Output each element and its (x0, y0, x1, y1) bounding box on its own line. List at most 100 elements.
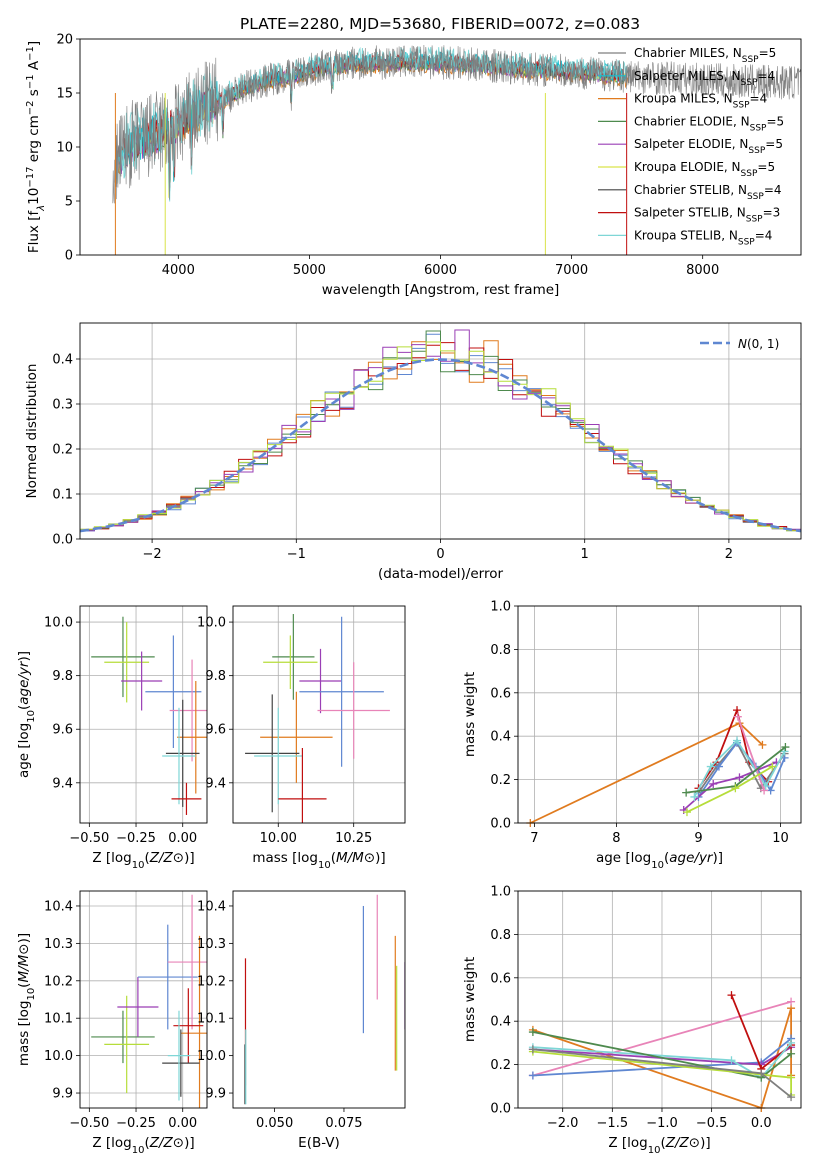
legend-entry: Chabrier STELIB, NSSP=4 (634, 183, 782, 202)
weight-vs-age-panel: 7 8 9 10 0.0 0.2 0.4 0.6 0.8 1.0 age [log10(age/yr… (462, 600, 802, 871)
y-tick-label: 0.2 (490, 1058, 511, 1073)
x-tick-label: 2 (725, 547, 733, 562)
x-tick-label: −0.50 (69, 1116, 109, 1131)
legend-entry: Kroupa ELODIE, NSSP=5 (634, 160, 775, 179)
x-tick-label: 10.00 (260, 831, 297, 846)
y-tick-label: 10 (56, 141, 73, 156)
y-tick-label: 20 (56, 33, 73, 48)
legend-entry: Chabrier MILES, NSSP=5 (634, 46, 776, 65)
mass-weight-marker (714, 762, 723, 771)
x-tick-label: 7 (530, 831, 538, 846)
y-tick-label: 10.4 (197, 899, 226, 914)
x-tick-label: 0.00 (168, 1116, 197, 1131)
y-tick-label: 10.0 (44, 616, 73, 631)
x-tick-label: −1.0 (646, 1116, 678, 1131)
mass-vs-ebv-panel: 0.050 0.075 9.9 10.0 10.1 10.2 10.3 10.4 E(B-V) (197, 890, 406, 1151)
y-axis-label: mass weight (462, 957, 478, 1042)
x-tick-label: −0.25 (116, 1116, 156, 1131)
x-axis-label: Z [log10(Z/Z⊙)] (608, 1135, 710, 1156)
y-tick-label: 0.0 (490, 817, 511, 832)
mass-weight-marker (528, 1028, 537, 1037)
x-axis-label: age [log10(age/yr)] (596, 850, 723, 871)
mass-weight-marker (682, 808, 691, 817)
axes-frame (232, 890, 406, 1109)
y-tick-label: 0.2 (52, 443, 73, 458)
y-tick-label: 0.4 (490, 1015, 511, 1030)
mass-weight-marker (781, 743, 790, 752)
x-tick-label: 8000 (686, 263, 719, 278)
x-tick-label: 9 (694, 831, 702, 846)
mass-weight-marker (727, 991, 736, 1000)
mass-weight-marker (733, 712, 742, 721)
legend-entry: Salpeter STELIB, NSSP=3 (634, 206, 780, 225)
x-tick-label: 8 (612, 831, 620, 846)
mass-weight-line (532, 1000, 792, 1077)
mass-weight-marker (735, 773, 744, 782)
x-tick-label: 0.050 (256, 1116, 293, 1131)
y-tick-label: 0.0 (52, 533, 73, 548)
weight-vs-Z-panel: −2.0 −1.5 −1.0 −0.5 0.0 0.0 0.2 0.4 0.6 0.8 1.0 Z [… (462, 885, 802, 1156)
y-tick-label: 0.4 (52, 353, 73, 368)
y-tick-label: 10.0 (44, 1049, 73, 1064)
y-tick-label: 0.6 (490, 686, 511, 701)
y-tick-label: 9.4 (52, 776, 73, 791)
x-tick-label: 7000 (555, 263, 588, 278)
y-tick-label: 10.2 (44, 974, 73, 989)
x-tick-label: 5000 (293, 263, 326, 278)
y-tick-label: 10.4 (44, 899, 73, 914)
x-tick-label: −0.50 (69, 831, 109, 846)
x-tick-label: 6000 (424, 263, 457, 278)
x-tick-label: −0.25 (116, 831, 156, 846)
y-tick-label: 10.3 (44, 937, 73, 952)
mass-weight-marker (787, 1073, 796, 1082)
legend-entry: Kroupa STELIB, NSSP=4 (634, 228, 772, 247)
mass-weight-marker (528, 1071, 537, 1080)
mass-weight-marker (731, 784, 740, 793)
spectrum-legend: Chabrier MILES, NSSP=5 Salpeter MILES, NS… (598, 46, 784, 247)
x-tick-label: 10.25 (335, 831, 372, 846)
x-tick-label: −1 (287, 547, 306, 562)
y-axis-label: mass weight (462, 672, 478, 757)
axes-frame (79, 38, 802, 256)
y-tick-label: 0.1 (52, 488, 73, 503)
residuals-panel: −2 −1 0 1 2 0.0 0.1 0.2 0.3 0.4 (data-model)/error… (24, 322, 802, 582)
x-axis-label: Z [log10(Z/Z⊙)] (92, 850, 194, 871)
x-tick-label: −2 (143, 547, 162, 562)
x-axis-label: wavelength [Angstrom, rest frame] (322, 282, 560, 298)
y-tick-label: 9.4 (205, 776, 226, 791)
y-tick-label: 5 (65, 195, 73, 210)
y-axis-label: mass [log10(M/M⊙)] (16, 933, 37, 1066)
axes-frame (79, 322, 802, 540)
x-tick-label: −1.5 (597, 1116, 629, 1131)
x-tick-label: 4000 (162, 263, 195, 278)
mass-weight-marker (757, 1069, 766, 1078)
y-tick-label: 9.6 (205, 723, 226, 738)
y-tick-label: 0.3 (52, 398, 73, 413)
x-tick-label: 1 (581, 547, 589, 562)
mass-weight-marker (733, 736, 742, 745)
mass-weight-marker (706, 762, 715, 771)
y-axis-label: Normed distribution (24, 364, 40, 499)
spectrum-panel: 4000 5000 6000 7000 8000 0 5 10 15 20 wavelength [… (25, 33, 802, 298)
mass-weight-marker (758, 740, 767, 749)
mass-weight-line (736, 716, 765, 791)
data-spectrum-line (112, 44, 801, 204)
x-tick-label: −0.5 (696, 1116, 728, 1131)
legend-entry: Salpeter ELODIE, NSSP=5 (634, 137, 783, 156)
mass-weight-marker (682, 788, 691, 797)
axes-frame (79, 890, 208, 1109)
y-tick-label: 0.4 (490, 730, 511, 745)
y-tick-label: 9.6 (52, 723, 73, 738)
mass-weight-line (529, 722, 764, 824)
y-tick-label: 10.0 (197, 1049, 226, 1064)
mass-weight-marker (727, 1056, 736, 1065)
axes-frame (517, 890, 802, 1109)
y-tick-label: 1.0 (490, 600, 511, 615)
y-tick-label: 10.0 (197, 616, 226, 631)
mass-weight-marker (709, 779, 718, 788)
mass-weight-marker (787, 1038, 796, 1047)
mass-weight-line (683, 761, 777, 811)
x-tick-label: 0.0 (751, 1116, 772, 1131)
y-tick-label: 10.3 (197, 937, 226, 952)
axes-frame (79, 605, 208, 824)
